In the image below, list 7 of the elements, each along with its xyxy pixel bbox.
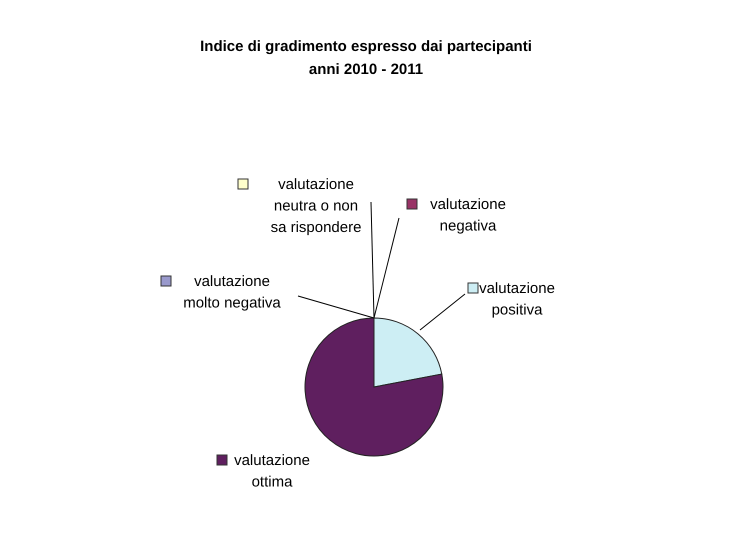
legend-label: valutazione negativa bbox=[430, 196, 506, 234]
legend-label: valutazione ottima bbox=[234, 452, 310, 490]
legend-label: valutazione neutra o non sa rispondere bbox=[270, 176, 362, 236]
legend-label: valutazione positiva bbox=[479, 280, 555, 318]
text: anni 2010 - 2011 bbox=[308, 61, 424, 78]
legend-label: valutazione molto negativa bbox=[183, 273, 282, 312]
text: Indice di gradimento espresso dai partecipanti bbox=[200, 38, 532, 55]
